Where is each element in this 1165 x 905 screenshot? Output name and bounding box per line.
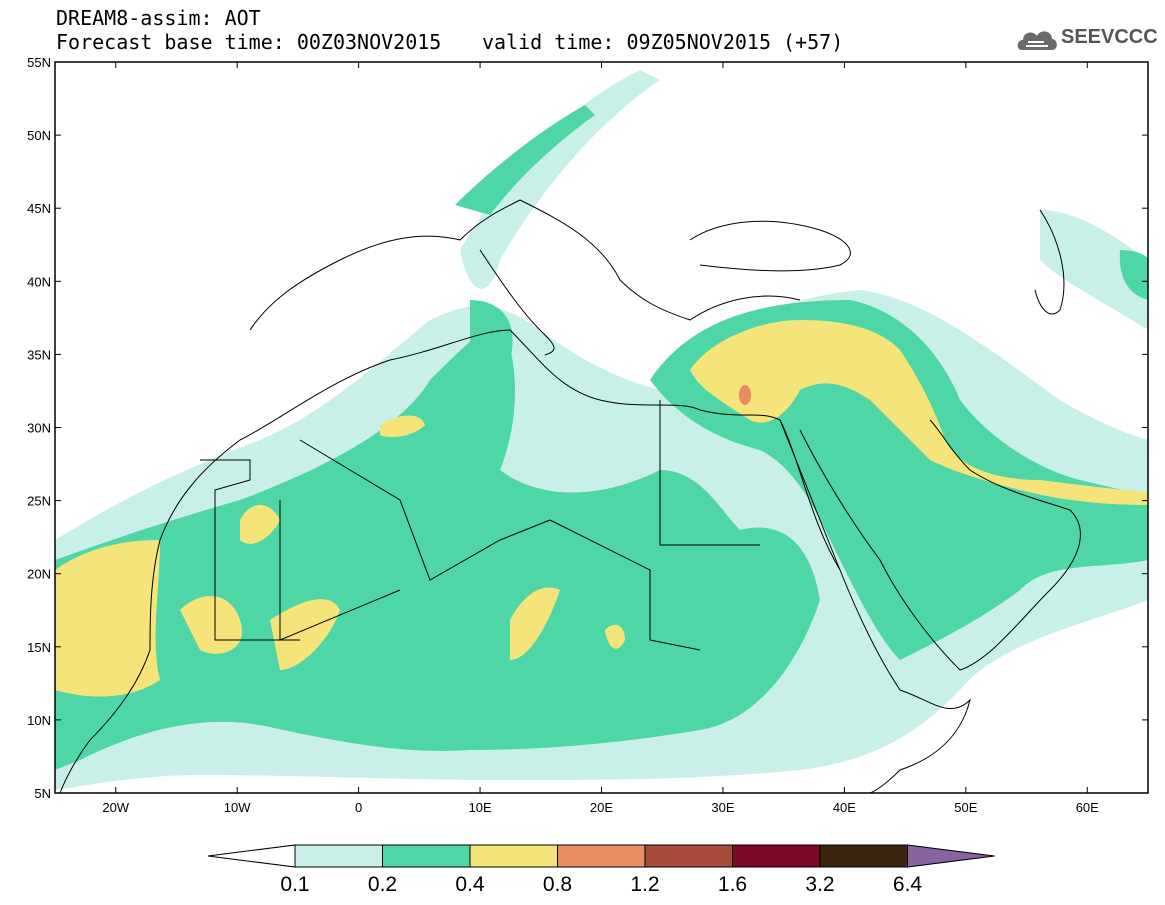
map-title: DREAM8-assim: AOT [56, 6, 261, 30]
egypt-libya-border [659, 400, 760, 546]
caspian-coastline [1034, 209, 1065, 315]
aot-region-yellow-chad2 [605, 624, 625, 649]
aot-contours [55, 70, 1148, 790]
aot-region-light-alps [460, 70, 660, 289]
africa-coastline [159, 329, 971, 793]
aot-region-green [55, 320, 820, 770]
lat-label: 5N [34, 786, 51, 801]
sahel-borders [200, 459, 300, 641]
aot-region-yellow-algeria [380, 415, 425, 437]
lat-label: 25N [27, 494, 51, 509]
coastlines [59, 199, 1081, 793]
aot-region-green-caspian [1119, 250, 1148, 300]
lat-label: 55N [27, 55, 51, 70]
lat-label: 50N [27, 128, 51, 143]
aot-region-yellow-niger [270, 599, 340, 670]
latitude-axis: 55N 50N 45N 40N 35N 30N 25N 20N 15N 10N 5N [27, 55, 1148, 801]
lat-label: 45N [27, 201, 51, 216]
cloud-icon [1017, 31, 1057, 50]
mali-border [279, 500, 401, 641]
italy-coastline [479, 249, 555, 356]
red-sea-coastline [779, 419, 841, 571]
aot-region-yellow-mali [180, 596, 242, 654]
lon-label: 10E [468, 800, 491, 815]
forecast-base-time: Forecast base time: 00Z03NOV2015 [56, 30, 442, 54]
valid-time: valid time: 09Z05NOV2015 (+57) [482, 30, 844, 54]
lon-label: 20W [102, 800, 129, 815]
lon-label: 50E [954, 800, 977, 815]
lon-label: 40E [833, 800, 856, 815]
lat-label: 30N [27, 421, 51, 436]
longitude-axis: 20W 10W 0 10E 20E 30E 40E 50E 60E [102, 62, 1099, 815]
lon-label: 10W [224, 800, 251, 815]
aot-region-yellow-levant [690, 320, 1148, 505]
seevccc-logo: SEEVCCC [1061, 26, 1158, 48]
aot-region-yellow-mauritania [240, 505, 280, 544]
lon-label: 60E [1076, 800, 1099, 815]
algeria-border [299, 439, 551, 581]
lat-label: 20N [27, 567, 51, 582]
europe-coastline [249, 199, 801, 331]
black-sea-coastline [689, 220, 851, 272]
chad-sudan-border [549, 519, 701, 651]
lon-label: 20E [590, 800, 613, 815]
lat-label: 15N [27, 640, 51, 655]
aot-region-light-east [1040, 210, 1148, 330]
aot-region-green-italy [470, 300, 513, 402]
lat-label: 40N [27, 274, 51, 289]
aot-region-orange [739, 385, 751, 405]
aot-region-green-alps [455, 105, 595, 215]
lon-label: 0 [355, 800, 362, 815]
aot-region-yellow-west [55, 540, 160, 697]
arabian-coastline [799, 419, 1081, 671]
africa-west-coastline [59, 539, 161, 793]
lon-label: 30E [711, 800, 734, 815]
aot-region-yellow-chad [510, 587, 560, 660]
lat-label: 35N [27, 347, 51, 362]
lat-label: 10N [27, 713, 51, 728]
